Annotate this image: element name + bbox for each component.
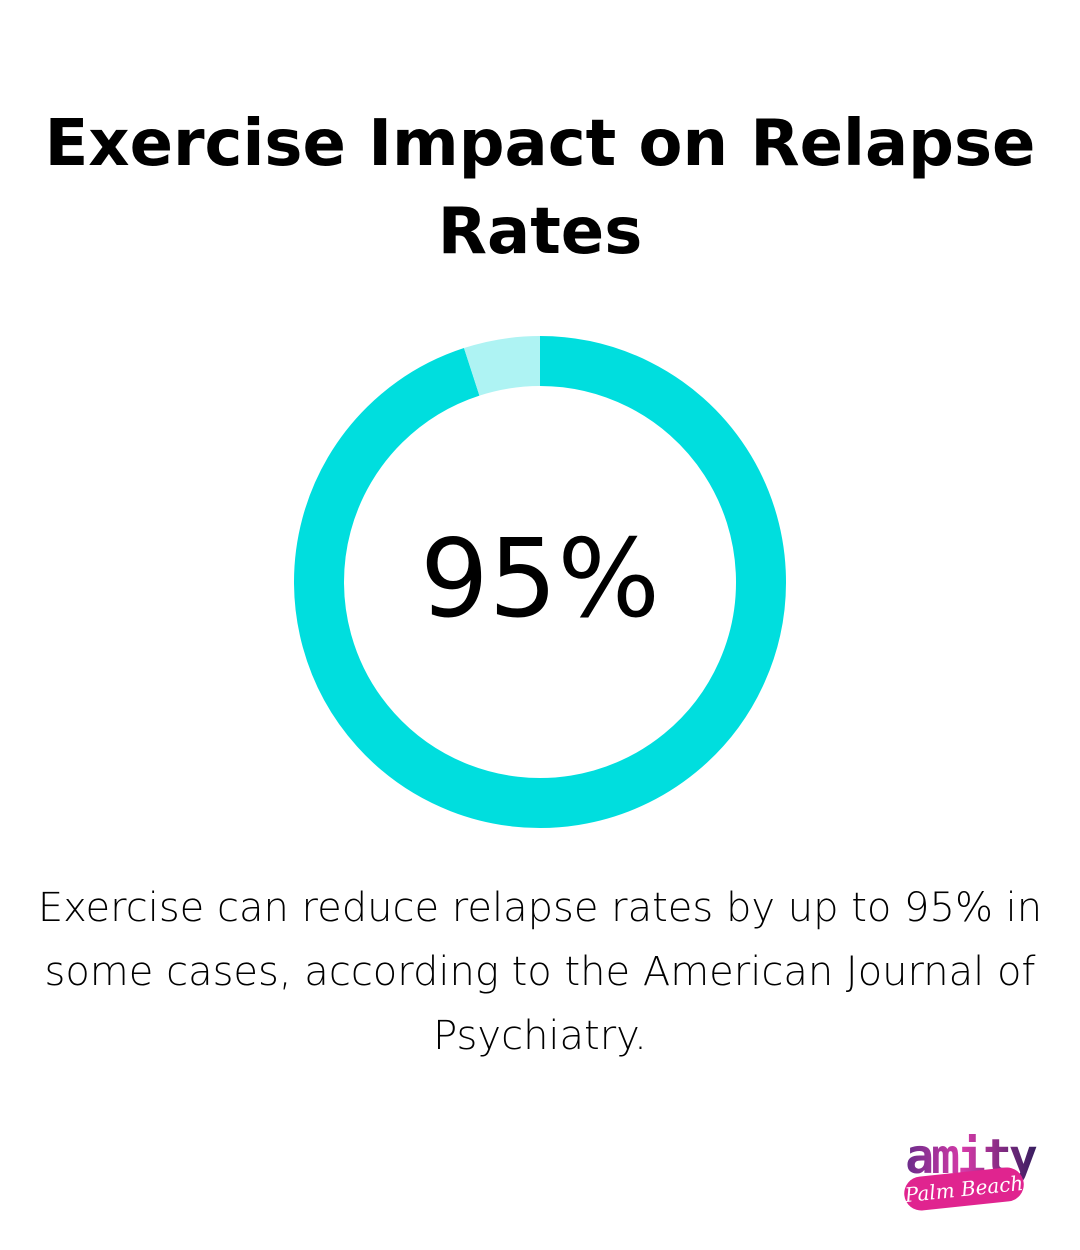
page-title: Exercise Impact on Relapse Rates	[44, 107, 1036, 269]
donut-slice-remainder	[463, 336, 541, 396]
description-text: Exercise can reduce relapse rates by up …	[37, 885, 1043, 1059]
amity-logo: amity Palm Beach	[898, 1132, 1042, 1213]
center-value-label: 95%	[419, 517, 661, 642]
donut-slice-primary	[294, 336, 786, 828]
